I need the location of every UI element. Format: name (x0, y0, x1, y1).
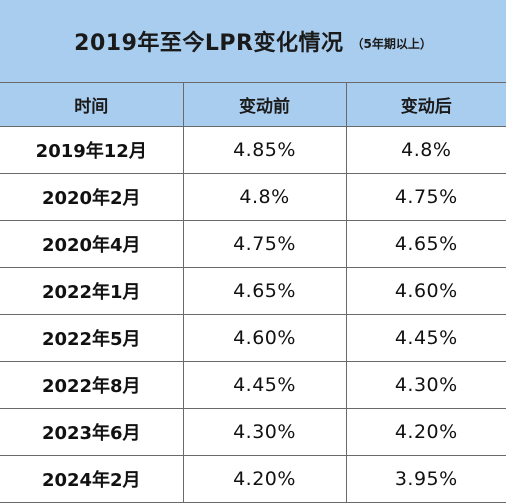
cell-date: 2024年2月 (0, 455, 184, 503)
cell-rate-after: 4.60% (345, 267, 506, 315)
cell-rate-before: 4.20% (182, 455, 347, 503)
cell-date: 2020年2月 (0, 173, 184, 221)
cell-date: 2020年4月 (0, 220, 184, 268)
lpr-change-table: 时间 变动前 变动后 2019年12月 4.85% 4.8% 2020年2月 4… (0, 83, 506, 503)
cell-rate-before: 4.8% (182, 173, 347, 221)
table-row: 2022年1月 4.65% 4.60% (0, 267, 506, 315)
table-row: 2023年6月 4.30% 4.20% (0, 408, 506, 456)
column-header-date: 时间 (0, 83, 184, 127)
table-subtitle: （5年期以上） (351, 36, 432, 51)
table-row: 2024年2月 4.20% 3.95% (0, 455, 506, 503)
cell-rate-before: 4.65% (182, 267, 347, 315)
cell-rate-before: 4.60% (182, 314, 347, 362)
column-header-after: 变动后 (345, 83, 506, 127)
cell-rate-after: 4.30% (345, 361, 506, 409)
table-row: 2022年8月 4.45% 4.30% (0, 361, 506, 409)
table-header-row: 时间 变动前 变动后 (0, 83, 506, 127)
cell-rate-after: 4.8% (345, 126, 506, 174)
cell-date: 2019年12月 (0, 126, 184, 174)
table-row: 2020年4月 4.75% 4.65% (0, 220, 506, 268)
cell-rate-before: 4.85% (182, 126, 347, 174)
cell-rate-after: 4.20% (345, 408, 506, 456)
cell-date: 2022年5月 (0, 314, 184, 362)
cell-rate-after: 3.95% (345, 455, 506, 503)
table-row: 2020年2月 4.8% 4.75% (0, 173, 506, 221)
cell-rate-before: 4.45% (182, 361, 347, 409)
cell-rate-before: 4.30% (182, 408, 347, 456)
cell-rate-after: 4.75% (345, 173, 506, 221)
cell-rate-after: 4.45% (345, 314, 506, 362)
table-title: 2019年至今LPR变化情况 (74, 31, 344, 56)
cell-date: 2022年1月 (0, 267, 184, 315)
table-row: 2022年5月 4.60% 4.45% (0, 314, 506, 362)
cell-date: 2023年6月 (0, 408, 184, 456)
column-header-before: 变动前 (182, 83, 347, 127)
cell-date: 2022年8月 (0, 361, 184, 409)
cell-rate-before: 4.75% (182, 220, 347, 268)
cell-rate-after: 4.65% (345, 220, 506, 268)
table-row: 2019年12月 4.85% 4.8% (0, 126, 506, 174)
table-title-bar: 2019年至今LPR变化情况 （5年期以上） (0, 0, 506, 83)
